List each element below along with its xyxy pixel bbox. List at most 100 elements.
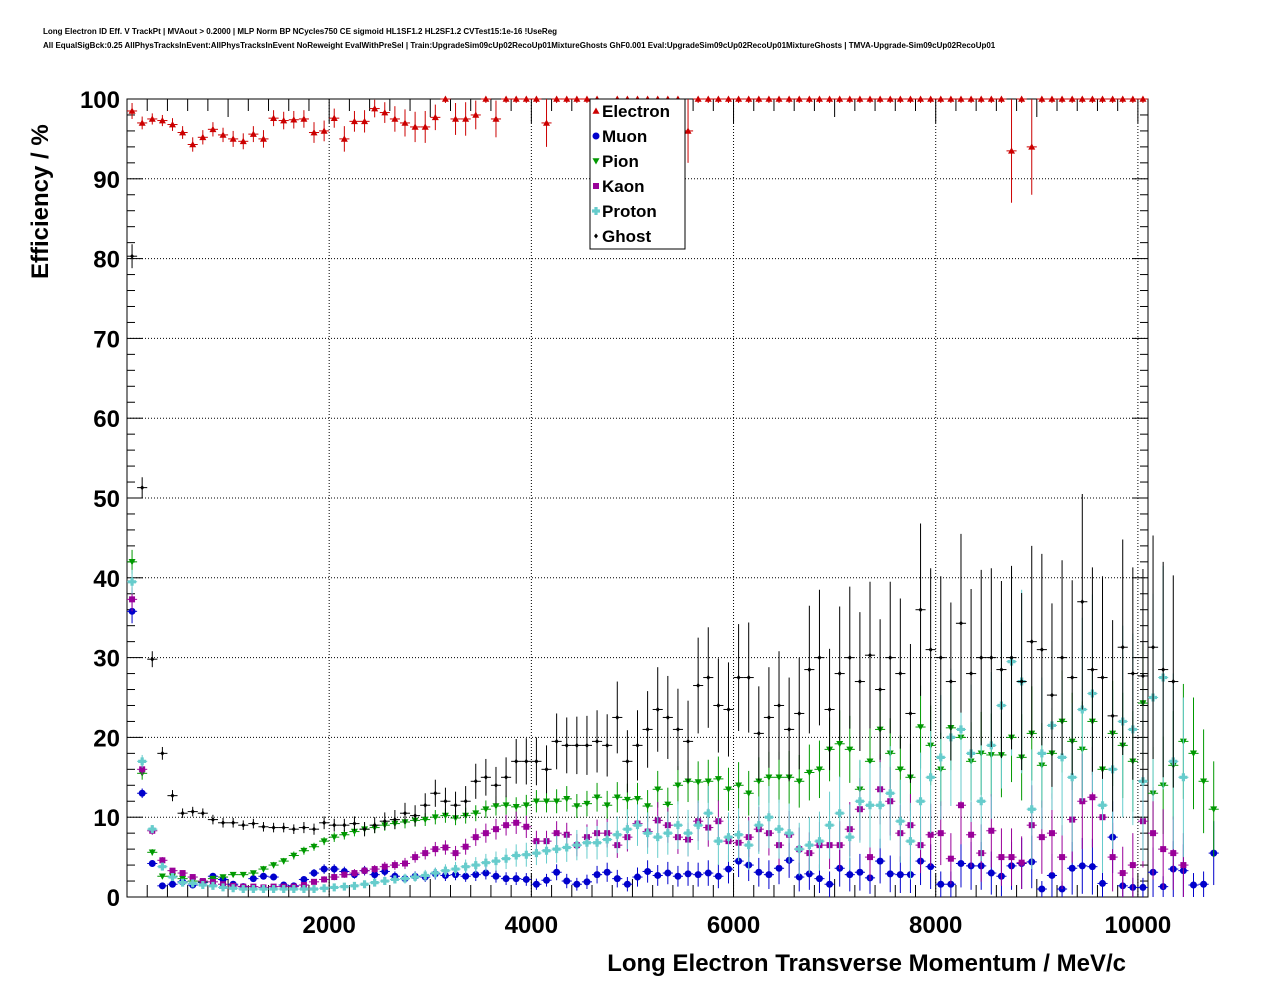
data-point: [563, 877, 571, 885]
data-point: [330, 834, 338, 841]
data-point: [512, 804, 520, 811]
data-point: [1139, 883, 1147, 891]
data-point: [735, 782, 743, 789]
data-point: [371, 871, 379, 879]
data-point: [261, 824, 266, 830]
data-point: [1200, 880, 1208, 888]
data-point: [1008, 147, 1016, 154]
data-point: [473, 778, 478, 784]
data-point: [1080, 599, 1085, 605]
data-point: [866, 758, 874, 765]
data-point: [199, 133, 207, 141]
data-point: [927, 95, 935, 102]
data-point: [219, 874, 227, 881]
data-point: [936, 753, 945, 762]
data-point: [1109, 854, 1116, 861]
data-point: [340, 135, 348, 142]
data-point: [876, 95, 884, 102]
data-point: [342, 822, 347, 828]
data-point: [625, 758, 630, 764]
legend-box: [589, 98, 686, 250]
data-point: [300, 875, 308, 883]
data-point: [502, 95, 510, 102]
data-point: [563, 95, 571, 102]
data-point: [827, 706, 832, 712]
data-point: [553, 95, 561, 102]
data-point: [231, 820, 236, 826]
data-point: [320, 127, 328, 134]
data-point: [310, 843, 318, 851]
data-point: [390, 875, 399, 884]
data-point: [1129, 95, 1137, 102]
data-point: [696, 683, 701, 689]
data-point: [270, 114, 278, 121]
y-tick-label: 100: [80, 87, 120, 114]
data-series: [127, 95, 1219, 897]
y-tick-labels: 0 10 20 30 40 50 60 70 80 90 100: [80, 87, 120, 912]
data-point: [633, 821, 642, 830]
series-ghost: [127, 244, 1179, 837]
data-point: [503, 822, 510, 829]
data-point: [482, 806, 490, 813]
data-point: [795, 845, 804, 854]
data-point: [290, 852, 298, 860]
data-point: [1078, 95, 1086, 102]
data-point: [320, 884, 329, 893]
data-point: [1028, 143, 1036, 150]
data-point: [139, 766, 146, 773]
data-point: [563, 796, 571, 803]
data-point: [777, 702, 782, 708]
data-point: [987, 869, 995, 877]
data-point: [1088, 95, 1096, 102]
data-point: [492, 872, 500, 880]
data-point: [1119, 870, 1126, 877]
data-point: [1210, 806, 1218, 813]
data-point: [1170, 850, 1177, 857]
data-point: [846, 746, 854, 753]
data-point: [229, 871, 237, 879]
data-point: [462, 843, 469, 850]
data-point: [189, 874, 196, 881]
data-point: [553, 830, 560, 837]
data-point: [987, 95, 995, 102]
data-point: [402, 810, 407, 816]
data-point: [221, 820, 226, 826]
data-point: [979, 655, 984, 661]
data-point: [686, 738, 691, 744]
data-point: [583, 878, 591, 886]
data-point: [775, 95, 783, 102]
data-point: [613, 830, 622, 839]
data-point: [847, 655, 852, 661]
data-point: [391, 115, 399, 122]
legend-item-muon: Muon: [592, 127, 647, 146]
data-point: [928, 647, 933, 653]
x-tick-labels: 2000 4000 6000 8000 10000: [302, 912, 1171, 939]
data-point: [381, 863, 388, 870]
data-point: [512, 95, 520, 102]
data-point: [128, 107, 136, 114]
data-point: [382, 818, 387, 824]
data-point: [1027, 805, 1036, 814]
data-point: [886, 789, 895, 798]
data-point: [168, 880, 176, 888]
data-point: [896, 871, 904, 879]
legend: Electron Muon Pion Kaon Proton Ghost: [589, 98, 686, 250]
data-point: [957, 859, 965, 867]
data-point: [795, 873, 803, 881]
data-point: [1098, 801, 1107, 810]
data-point: [989, 655, 994, 661]
data-point: [643, 829, 652, 838]
data-point: [320, 865, 328, 873]
data-point: [1200, 778, 1208, 785]
data-point: [472, 871, 480, 879]
data-point: [1019, 679, 1024, 685]
data-point: [927, 863, 935, 871]
data-point: [271, 825, 276, 831]
data-point: [706, 675, 711, 681]
data-point: [998, 854, 1005, 861]
data-point: [140, 485, 145, 491]
data-point: [1008, 854, 1015, 861]
data-point: [937, 95, 945, 102]
data-point: [170, 793, 175, 799]
data-point: [300, 115, 308, 122]
